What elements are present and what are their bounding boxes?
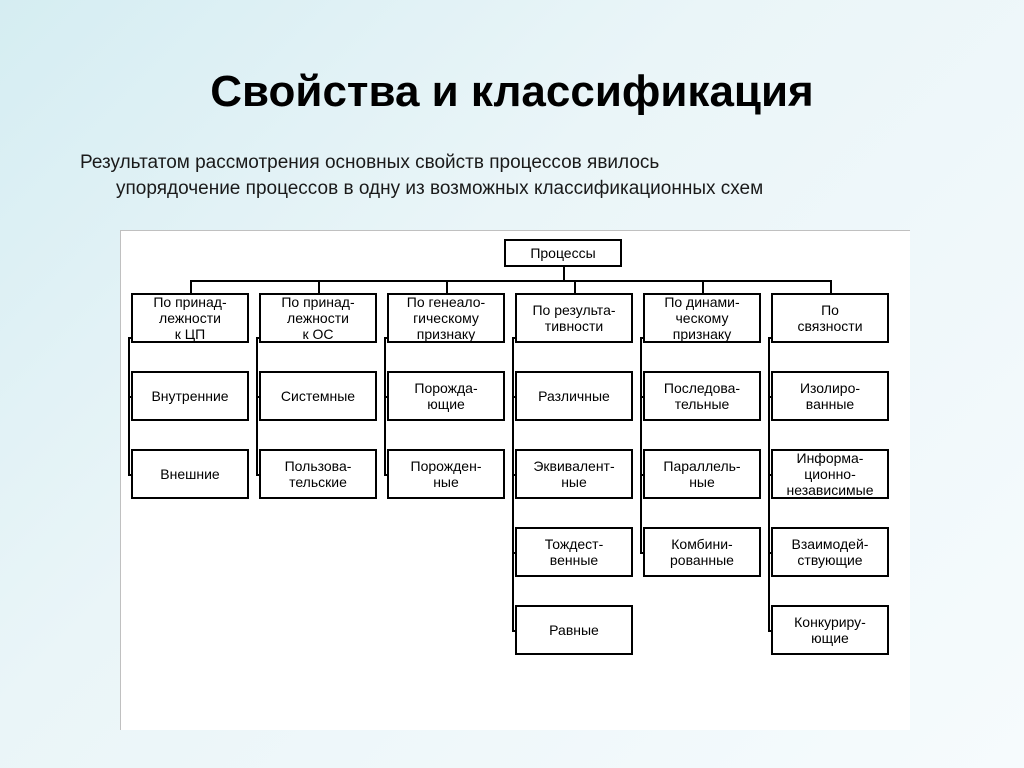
subtitle-line-2: упорядочение процессов в одну из возможн…	[80, 176, 944, 202]
tree-node: По принад- лежности к ОС	[259, 293, 377, 343]
tree-node: Процессы	[504, 239, 622, 267]
tree-node: По генеало- гическому признаку	[387, 293, 505, 343]
classification-diagram: Процессы По принад- лежности к ЦППо прина…	[120, 230, 910, 730]
tree-node: Внешние	[131, 449, 249, 499]
tree-node: Параллель- ные	[643, 449, 761, 499]
tree-node: Пользова- тельские	[259, 449, 377, 499]
tree-node: Порожден- ные	[387, 449, 505, 499]
tree-node: Комбини- рованные	[643, 527, 761, 577]
tree-node: Равные	[515, 605, 633, 655]
tree-node: Информа- ционно- независимые	[771, 449, 889, 499]
subtitle-line-1: Результатом рассмотрения основных свойст…	[80, 152, 659, 173]
tree-node: По динами- ческому признаку	[643, 293, 761, 343]
tree-node: По результа- тивности	[515, 293, 633, 343]
tree-node: Эквивалент- ные	[515, 449, 633, 499]
tree-node: Последова- тельные	[643, 371, 761, 421]
tree-node: Системные	[259, 371, 377, 421]
tree-node: Конкуриру- ющие	[771, 605, 889, 655]
tree-node: По принад- лежности к ЦП	[131, 293, 249, 343]
tree-node: По связности	[771, 293, 889, 343]
tree-node: Порожда- ющие	[387, 371, 505, 421]
tree-node: Изолиро- ванные	[771, 371, 889, 421]
slide-title: Свойства и классификация	[0, 67, 1024, 117]
tree-node: Взаимодей- ствующие	[771, 527, 889, 577]
tree-node: Тождест- венные	[515, 527, 633, 577]
tree-node: Различные	[515, 371, 633, 421]
slide-subtitle: Результатом рассмотрения основных свойст…	[80, 150, 944, 201]
tree-node: Внутренние	[131, 371, 249, 421]
